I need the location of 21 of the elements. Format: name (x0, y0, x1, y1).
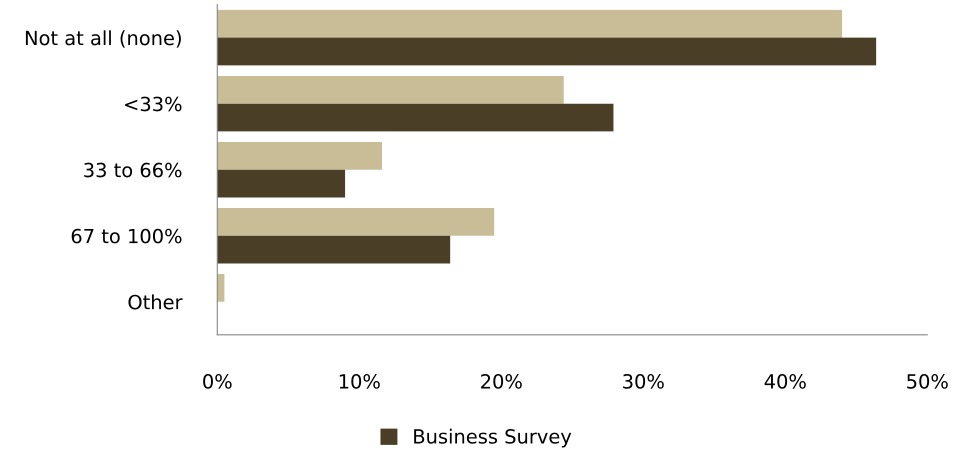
bar (217, 170, 346, 198)
bar (217, 10, 842, 38)
bar (217, 104, 614, 132)
y-tick-label: Not at all (none) (26, 30, 181, 48)
x-tick-label: 40% (764, 374, 806, 389)
y-tick-label: <33% (125, 96, 182, 112)
y-tick-label: Other (128, 294, 183, 310)
x-tick-label: 20% (481, 374, 522, 389)
legend-label: Business Survey (414, 428, 572, 448)
y-tick-label: 33 to 66% (84, 162, 182, 178)
x-tick-label: 0% (203, 374, 232, 389)
y-tick-label: 67 to 100% (72, 228, 182, 244)
x-tick-label: 10% (340, 374, 380, 389)
bar (217, 76, 564, 104)
bar (217, 274, 224, 302)
bar (217, 236, 450, 264)
bar (217, 208, 494, 236)
x-tick-label: 30% (623, 374, 664, 389)
bar (217, 142, 382, 170)
bar (217, 38, 876, 66)
x-tick-label: 50% (907, 374, 948, 389)
